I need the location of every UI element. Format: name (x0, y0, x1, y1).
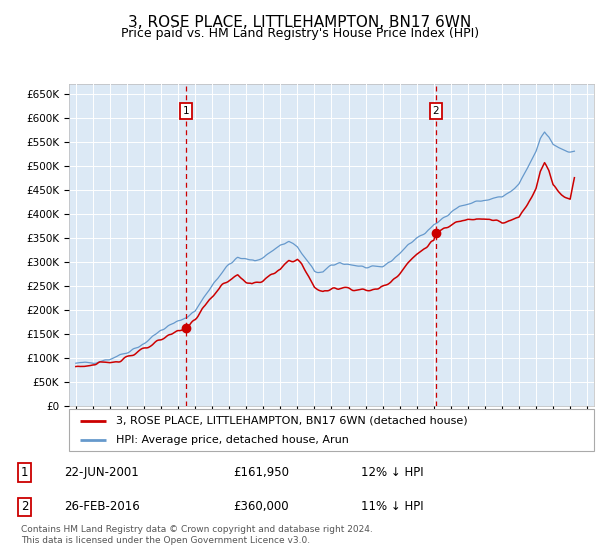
Text: 22-JUN-2001: 22-JUN-2001 (64, 466, 139, 479)
Text: 3, ROSE PLACE, LITTLEHAMPTON, BN17 6WN (detached house): 3, ROSE PLACE, LITTLEHAMPTON, BN17 6WN (… (116, 416, 468, 426)
Text: 12% ↓ HPI: 12% ↓ HPI (361, 466, 424, 479)
Text: 2: 2 (21, 500, 29, 513)
Text: £360,000: £360,000 (233, 500, 289, 513)
Text: 26-FEB-2016: 26-FEB-2016 (64, 500, 140, 513)
Text: £161,950: £161,950 (233, 466, 289, 479)
Text: 3, ROSE PLACE, LITTLEHAMPTON, BN17 6WN: 3, ROSE PLACE, LITTLEHAMPTON, BN17 6WN (128, 15, 472, 30)
Text: 1: 1 (183, 106, 190, 116)
Text: 11% ↓ HPI: 11% ↓ HPI (361, 500, 424, 513)
Text: HPI: Average price, detached house, Arun: HPI: Average price, detached house, Arun (116, 435, 349, 445)
Text: 1: 1 (21, 466, 29, 479)
Text: Contains HM Land Registry data © Crown copyright and database right 2024.
This d: Contains HM Land Registry data © Crown c… (21, 525, 373, 545)
FancyBboxPatch shape (69, 409, 594, 451)
Text: 2: 2 (433, 106, 439, 116)
Text: Price paid vs. HM Land Registry's House Price Index (HPI): Price paid vs. HM Land Registry's House … (121, 27, 479, 40)
